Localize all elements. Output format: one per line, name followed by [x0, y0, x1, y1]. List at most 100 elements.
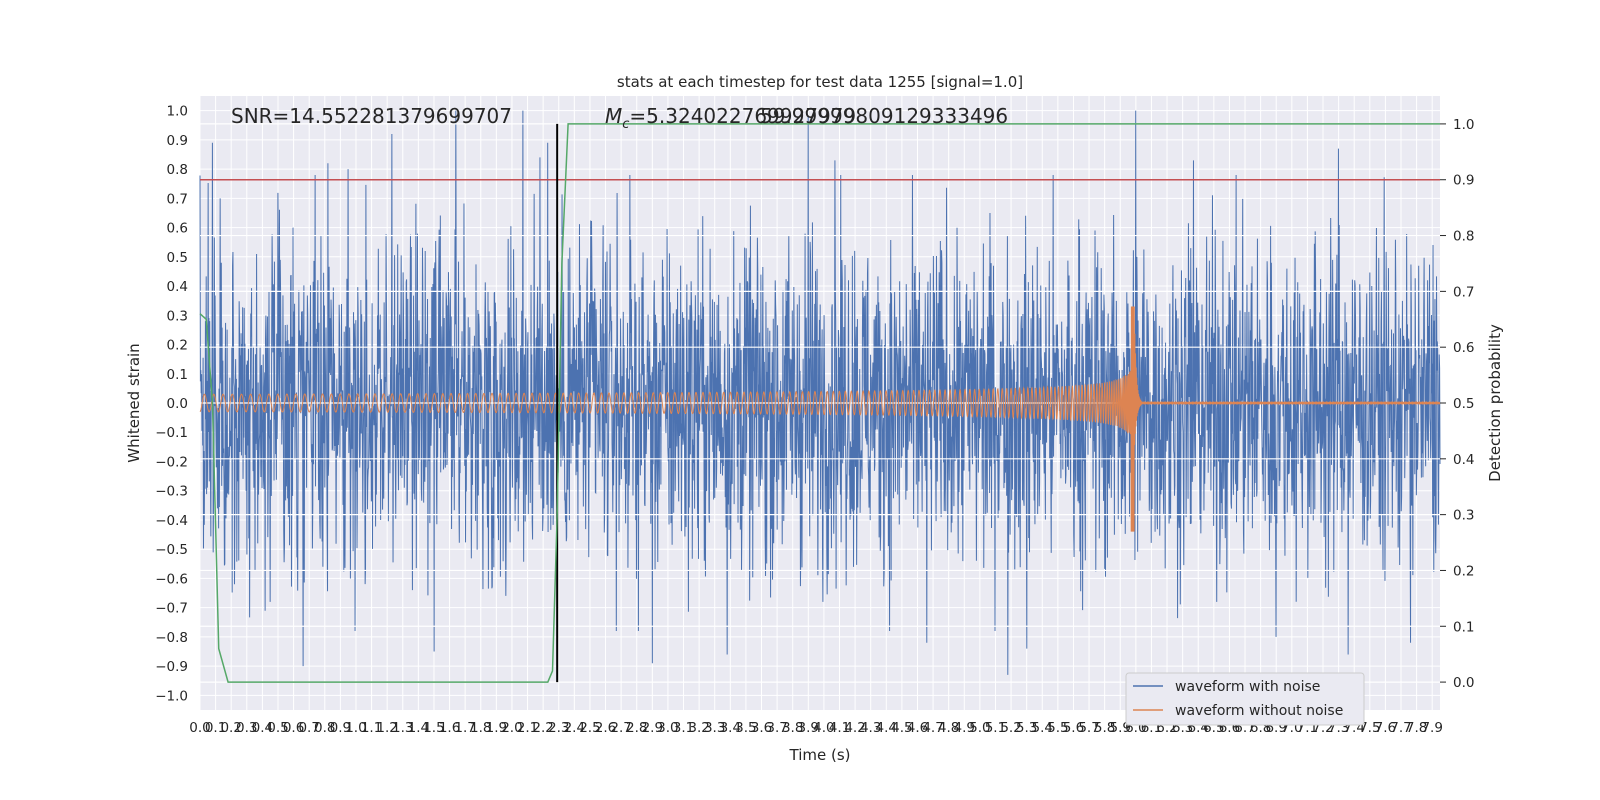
x-tick-label: 1.7 — [454, 720, 475, 736]
x-tick-label: 4.1 — [829, 720, 850, 736]
x-tick-label: 2.6 — [595, 720, 616, 736]
x-tick-label: 7.9 — [1421, 720, 1442, 736]
y-right-tick-label: 0.8 — [1453, 229, 1474, 245]
x-tick-label: 1.9 — [486, 720, 507, 736]
x-tick-label: 3.5 — [735, 720, 756, 736]
x-tick-label: 4.5 — [891, 720, 912, 736]
x-tick-label: 1.4 — [408, 720, 429, 736]
x-tick-label: 5.9 — [1110, 720, 1131, 736]
y-tick-label: 0.2 — [167, 338, 188, 354]
series-line-clean — [199, 306, 1441, 532]
y-tick-label: −0.9 — [155, 659, 188, 675]
y-right-tick-label: 0.0 — [1453, 675, 1474, 691]
y-tick-label: 0.4 — [167, 279, 188, 295]
legend-label-noise: waveform with noise — [1175, 679, 1320, 695]
x-tick-label: 0.1 — [205, 720, 226, 736]
x-tick-label: 5.0 — [969, 720, 990, 736]
x-tick-label: 5.5 — [1047, 720, 1068, 736]
legend-box — [1125, 672, 1365, 726]
y-tick-label: 1.0 — [167, 104, 188, 120]
y-right-tick-label: 0.2 — [1453, 563, 1474, 579]
y-tick-label: 0.9 — [167, 133, 188, 149]
x-tick-label: 2.0 — [501, 720, 522, 736]
y-right-tick-label: 0.3 — [1453, 508, 1474, 524]
x-tick-label: 3.2 — [688, 720, 709, 736]
x-tick-label: 0.0 — [189, 720, 210, 736]
x-tick-label: 3.6 — [751, 720, 772, 736]
x-tick-label: 2.1 — [517, 720, 538, 736]
x-tick-label: 5.4 — [1032, 720, 1053, 736]
x-tick-label: 4.7 — [922, 720, 943, 736]
y-tick-label: −0.1 — [155, 425, 188, 441]
x-tick-label: 1.3 — [392, 720, 413, 736]
y-tick-label: −0.4 — [155, 513, 188, 529]
x-tick-label: 2.8 — [626, 720, 647, 736]
y-tick-label: −0.8 — [155, 630, 188, 646]
x-tick-label: 2.4 — [564, 720, 585, 736]
legend-label-clean: waveform without noise — [1175, 703, 1343, 719]
snr-annotation: SNR=14.552281379699707 — [231, 104, 512, 128]
x-tick-label: 4.4 — [876, 720, 897, 736]
x-tick-label: 2.7 — [610, 720, 631, 736]
x-tick-label: 7.5 — [1359, 720, 1380, 736]
x-tick-label: 3.8 — [782, 720, 803, 736]
chirp-mass-symbol: M — [605, 104, 622, 128]
x-tick-label: 5.7 — [1078, 720, 1099, 736]
y-tick-label: 0.6 — [167, 221, 188, 237]
y-right-tick-label: 0.5 — [1453, 396, 1474, 412]
series-line-detection — [199, 123, 1440, 683]
y-tick-label: 0.7 — [167, 191, 188, 207]
x-tick-label: 3.1 — [673, 720, 694, 736]
x-tick-label: 4.0 — [813, 720, 834, 736]
chirp-mass-value: =5.324022769927979 — [629, 104, 856, 128]
x-tick-label: 5.1 — [985, 720, 1006, 736]
y-right-tick-label: 0.1 — [1453, 619, 1474, 635]
x-tick-label: 4.3 — [860, 720, 881, 736]
x-tick-label: 0.9 — [330, 720, 351, 736]
y-tick-label: 0.1 — [167, 367, 188, 383]
series-line-noise — [199, 110, 1441, 675]
x-tick-label: 3.9 — [798, 720, 819, 736]
y-tick-label: −1.0 — [155, 688, 188, 704]
y-axis-right-label: Detection probability — [1486, 324, 1504, 482]
x-tick-label: 0.3 — [236, 720, 257, 736]
x-tick-label: 0.4 — [252, 720, 273, 736]
y-tick-label: 0.0 — [167, 396, 188, 412]
y-tick-labels: 1.0 0.9 0.8 0.7 0.6 0.5 0.4 0.3 0.2 0.1 0.0 −0.1 −0.… — [155, 104, 188, 705]
x-tick-label: 2.3 — [548, 720, 569, 736]
x-tick-label: 4.6 — [907, 720, 928, 736]
x-tick-label: 3.3 — [704, 720, 725, 736]
y-tick-label: −0.6 — [155, 571, 188, 587]
x-tick-label: 5.2 — [1000, 720, 1021, 736]
x-tick-label: 4.2 — [844, 720, 865, 736]
x-axis-label: Time (s) — [789, 746, 851, 764]
x-tick-label: 0.8 — [314, 720, 335, 736]
x-tick-label: 7.7 — [1390, 720, 1411, 736]
y-tick-label: −0.5 — [155, 542, 188, 558]
chirp-mass-annotation: Mc=5.324022769927979 — [605, 104, 856, 132]
x-tick-label: 4.8 — [938, 720, 959, 736]
x-tick-label: 5.3 — [1016, 720, 1037, 736]
y-tick-label: −0.7 — [155, 601, 188, 617]
y-right-tick-label: 1.0 — [1453, 117, 1474, 133]
x-tick-label: 2.9 — [642, 720, 663, 736]
chirp-mass-subscript: c — [622, 117, 629, 132]
y-right-tick-label: 0.7 — [1453, 284, 1474, 300]
x-tick-label: 1.2 — [376, 720, 397, 736]
y-right-tick-label: 0.9 — [1453, 173, 1474, 189]
x-tick-label: 1.5 — [423, 720, 444, 736]
y-right-tick-labels: 1.0 0.9 0.8 0.7 0.6 0.5 0.4 0.3 0.2 0.1 0.0 — [1440, 117, 1474, 691]
y-axis-label: Whitened strain — [125, 343, 143, 462]
x-tick-label: 0.5 — [267, 720, 288, 736]
x-tick-label: 5.8 — [1094, 720, 1115, 736]
x-tick-label: 3.4 — [720, 720, 741, 736]
x-tick-label: 1.8 — [470, 720, 491, 736]
y-right-tick-label: 0.6 — [1453, 340, 1474, 356]
x-tick-label: 0.2 — [220, 720, 241, 736]
chart-title: stats at each timestep for test data 125… — [617, 73, 1023, 91]
overlap-annotation: 59.99999809129333496 — [760, 104, 1008, 128]
y-tick-label: 0.5 — [167, 250, 188, 266]
x-tick-label: 3.0 — [657, 720, 678, 736]
x-tick-label: 3.7 — [766, 720, 787, 736]
